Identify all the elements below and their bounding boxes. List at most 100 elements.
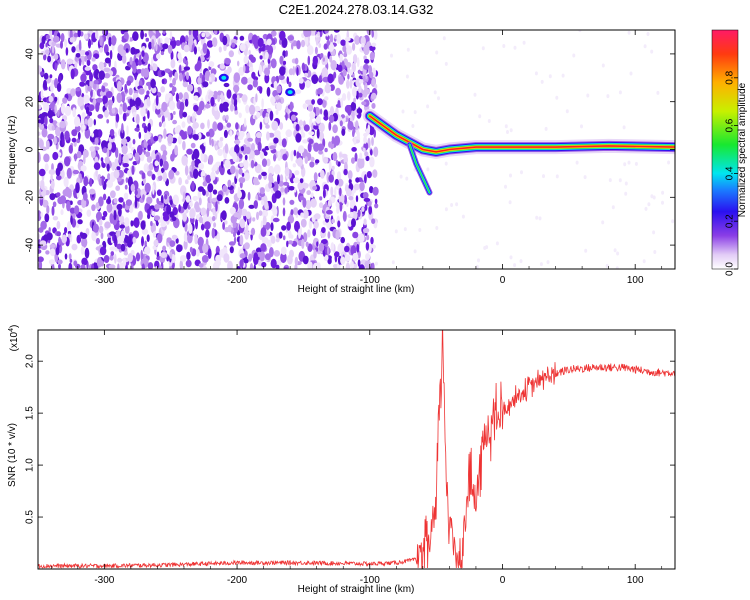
- noise-blob: [264, 116, 269, 124]
- noise-blob: [546, 260, 550, 265]
- noise-blob: [478, 114, 482, 119]
- noise-blob: [172, 86, 177, 93]
- noise-blob: [233, 231, 236, 238]
- noise-blob: [307, 261, 313, 269]
- noise-blob: [334, 178, 339, 186]
- noise-blob: [57, 109, 60, 117]
- noise-blob: [181, 155, 188, 166]
- noise-blob: [323, 109, 328, 117]
- noise-blob: [164, 68, 171, 73]
- noise-blob: [61, 234, 67, 244]
- noise-blob: [261, 200, 265, 206]
- noise-blob: [615, 266, 619, 269]
- noise-blob: [89, 146, 95, 152]
- noise-blob: [347, 91, 351, 101]
- noise-blob: [134, 189, 138, 196]
- noise-blob: [132, 230, 140, 239]
- noise-blob: [337, 178, 344, 187]
- noise-blob: [282, 207, 286, 217]
- noise-blob: [287, 240, 294, 245]
- noise-blob: [355, 177, 360, 183]
- noise-blob: [352, 54, 358, 64]
- noise-blob: [224, 143, 229, 154]
- noise-blob: [239, 130, 245, 138]
- noise-blob: [347, 73, 350, 80]
- noise-blob: [125, 48, 129, 53]
- noise-blob: [197, 46, 201, 52]
- noise-blob: [357, 259, 361, 267]
- noise-blob: [271, 120, 279, 131]
- top-x-axis-label: Height of straight line (km): [298, 284, 415, 295]
- y-tick-label: 20: [25, 96, 36, 108]
- x-tick-label: -300: [94, 575, 114, 586]
- noise-blob: [350, 101, 357, 112]
- noise-blob: [169, 240, 176, 248]
- noise-blob: [580, 124, 583, 129]
- noise-blob: [70, 215, 73, 225]
- noise-blob: [371, 78, 376, 86]
- noise-blob: [307, 45, 314, 56]
- noise-blob: [273, 250, 280, 257]
- noise-blob: [267, 45, 274, 55]
- noise-blob: [71, 243, 78, 251]
- noise-blob: [264, 51, 269, 60]
- noise-blob: [208, 76, 212, 82]
- noise-blob: [160, 222, 167, 228]
- noise-blob: [141, 228, 149, 235]
- noise-blob: [363, 63, 369, 70]
- noise-blob: [314, 46, 318, 55]
- noise-blob: [298, 228, 301, 239]
- noise-blob: [38, 119, 44, 124]
- noise-blob: [143, 163, 150, 173]
- bottom-y-axis-label: SNR (10 * v/v): [7, 423, 18, 487]
- noise-blob: [257, 141, 262, 152]
- noise-blob: [213, 30, 218, 35]
- noise-blob: [328, 121, 332, 131]
- noise-blob: [177, 52, 182, 60]
- noise-blob: [144, 246, 151, 255]
- noise-blob: [205, 174, 212, 184]
- noise-blob: [63, 176, 69, 188]
- noise-blob: [183, 66, 191, 71]
- noise-blob: [192, 122, 199, 129]
- noise-blob: [347, 219, 352, 227]
- noise-blob: [199, 100, 205, 111]
- noise-blob: [331, 136, 335, 145]
- noise-blob: [303, 232, 308, 243]
- noise-blob: [166, 204, 172, 215]
- noise-blob: [199, 72, 203, 79]
- noise-blob: [182, 191, 186, 202]
- noise-blob: [130, 220, 134, 227]
- noise-blob: [337, 100, 341, 108]
- noise-blob: [146, 96, 151, 107]
- noise-blob: [217, 148, 223, 156]
- noise-blob: [261, 209, 269, 218]
- noise-blob: [207, 183, 214, 193]
- noise-blob: [336, 205, 340, 214]
- noise-blob: [38, 227, 44, 233]
- noise-blob: [169, 31, 173, 40]
- noise-blob: [191, 160, 195, 168]
- noise-blob: [332, 151, 338, 162]
- noise-blob: [91, 263, 95, 269]
- noise-blob: [116, 203, 123, 210]
- noise-blob: [262, 110, 266, 119]
- noise-blob: [234, 144, 240, 154]
- noise-blob: [146, 234, 150, 242]
- noise-blob: [50, 83, 54, 93]
- noise-blob: [369, 51, 375, 61]
- noise-blob: [634, 161, 638, 166]
- noise-blob: [281, 225, 287, 231]
- noise-blob: [288, 81, 292, 88]
- noise-blob: [117, 235, 125, 244]
- noise-blob: [160, 144, 167, 152]
- noise-blob: [109, 246, 116, 251]
- noise-blob: [358, 85, 362, 93]
- noise-blob: [306, 190, 312, 196]
- noise-blob: [363, 197, 371, 202]
- noise-blob: [178, 64, 182, 75]
- noise-blob: [122, 257, 127, 267]
- noise-blob: [175, 40, 182, 46]
- noise-blob: [192, 30, 199, 39]
- noise-blob: [183, 201, 188, 210]
